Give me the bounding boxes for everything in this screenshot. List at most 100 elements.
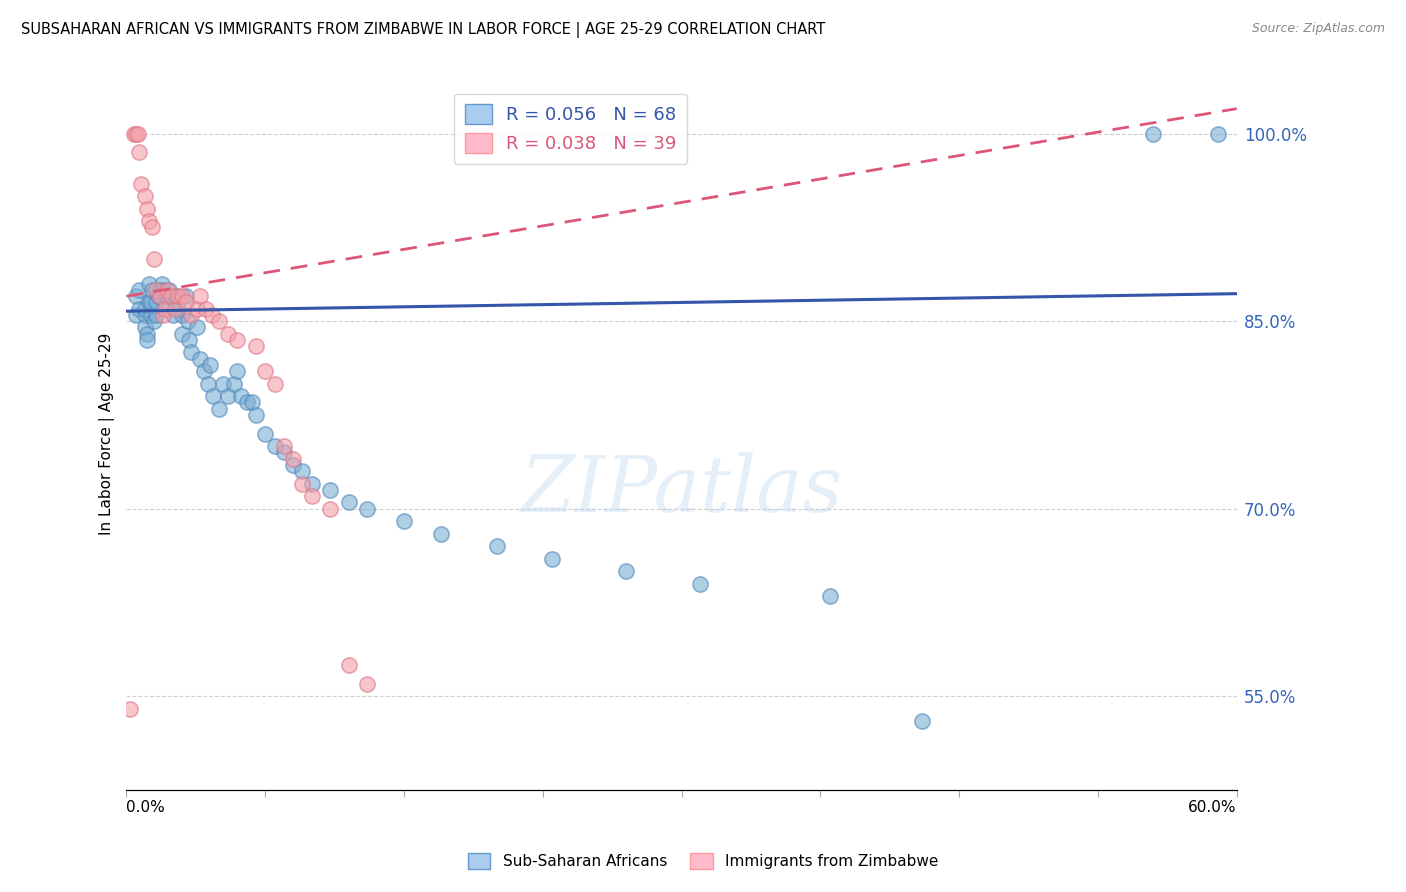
Point [235, 395, 257, 409]
Point [226, 364, 249, 378]
Point [430, 526, 453, 541]
Point [155, 301, 177, 316]
Point [120, 701, 142, 715]
Point [170, 326, 193, 341]
Point [197, 376, 219, 391]
Point [263, 439, 285, 453]
Point [156, 289, 179, 303]
Point [301, 489, 323, 503]
Point [176, 314, 198, 328]
Point [541, 551, 564, 566]
Point [155, 299, 177, 313]
Point [146, 289, 169, 303]
Point [291, 464, 314, 478]
Point [174, 289, 197, 303]
Point [134, 301, 156, 316]
Point [145, 295, 167, 310]
Point [134, 320, 156, 334]
Point [240, 395, 263, 409]
Point [174, 295, 197, 310]
Point [226, 333, 249, 347]
Point [152, 283, 174, 297]
Point [195, 301, 218, 316]
Point [356, 501, 378, 516]
Point [245, 408, 267, 422]
Point [273, 445, 295, 459]
Point [319, 483, 342, 497]
Point [281, 458, 304, 472]
Text: 0.0%: 0.0% [127, 800, 166, 815]
Point [125, 308, 148, 322]
Point [139, 295, 162, 310]
Point [180, 345, 202, 359]
Point [152, 308, 174, 322]
Point [689, 576, 711, 591]
Point [167, 301, 190, 316]
Point [319, 501, 342, 516]
Point [125, 127, 148, 141]
Point [141, 283, 163, 297]
Point [186, 301, 208, 316]
Point [165, 289, 187, 303]
Point [356, 676, 378, 690]
Point [254, 426, 277, 441]
Text: SUBSAHARAN AFRICAN VS IMMIGRANTS FROM ZIMBABWE IN LABOR FORCE | AGE 25-29 CORREL: SUBSAHARAN AFRICAN VS IMMIGRANTS FROM ZI… [21, 22, 825, 38]
Point [149, 289, 172, 303]
Point [485, 539, 508, 553]
Point [150, 277, 173, 291]
Point [291, 476, 314, 491]
Point [337, 657, 360, 672]
Point [163, 295, 186, 310]
Point [138, 277, 160, 291]
Point [160, 289, 183, 303]
Point [143, 314, 166, 328]
Legend: Sub-Saharan Africans, Immigrants from Zimbabwe: Sub-Saharan Africans, Immigrants from Zi… [461, 847, 945, 875]
Point [217, 389, 239, 403]
Point [134, 189, 156, 203]
Point [167, 289, 190, 303]
Point [134, 308, 156, 322]
Point [170, 289, 193, 303]
Point [139, 308, 162, 322]
Point [193, 364, 215, 378]
Point [128, 283, 150, 297]
Point [190, 289, 212, 303]
Point [135, 202, 157, 216]
Point [128, 301, 150, 316]
Point [138, 295, 160, 310]
Point [143, 252, 166, 266]
Point [208, 314, 231, 328]
Point [135, 326, 157, 341]
Point [138, 214, 160, 228]
Point [392, 514, 415, 528]
Legend: R = 0.056   N = 68, R = 0.038   N = 39: R = 0.056 N = 68, R = 0.038 N = 39 [454, 94, 688, 164]
Point [129, 177, 152, 191]
Point [198, 358, 221, 372]
Point [162, 308, 184, 322]
Point [157, 283, 180, 297]
Point [145, 283, 167, 297]
Point [337, 495, 360, 509]
Point [222, 376, 245, 391]
Point [231, 389, 253, 403]
Point [911, 714, 934, 728]
Point [122, 127, 145, 141]
Point [170, 308, 193, 322]
Point [141, 220, 163, 235]
Point [145, 308, 167, 322]
Point [128, 145, 150, 160]
Point [202, 389, 225, 403]
Point [149, 283, 172, 297]
Point [208, 401, 231, 416]
Point [180, 308, 202, 322]
Point [186, 320, 208, 334]
Point [254, 364, 277, 378]
Point [263, 376, 285, 391]
Point [1142, 127, 1164, 141]
Point [211, 376, 233, 391]
Point [135, 333, 157, 347]
Point [818, 589, 841, 603]
Text: 60.0%: 60.0% [1188, 800, 1237, 815]
Point [200, 308, 222, 322]
Y-axis label: In Labor Force | Age 25-29: In Labor Force | Age 25-29 [100, 333, 115, 535]
